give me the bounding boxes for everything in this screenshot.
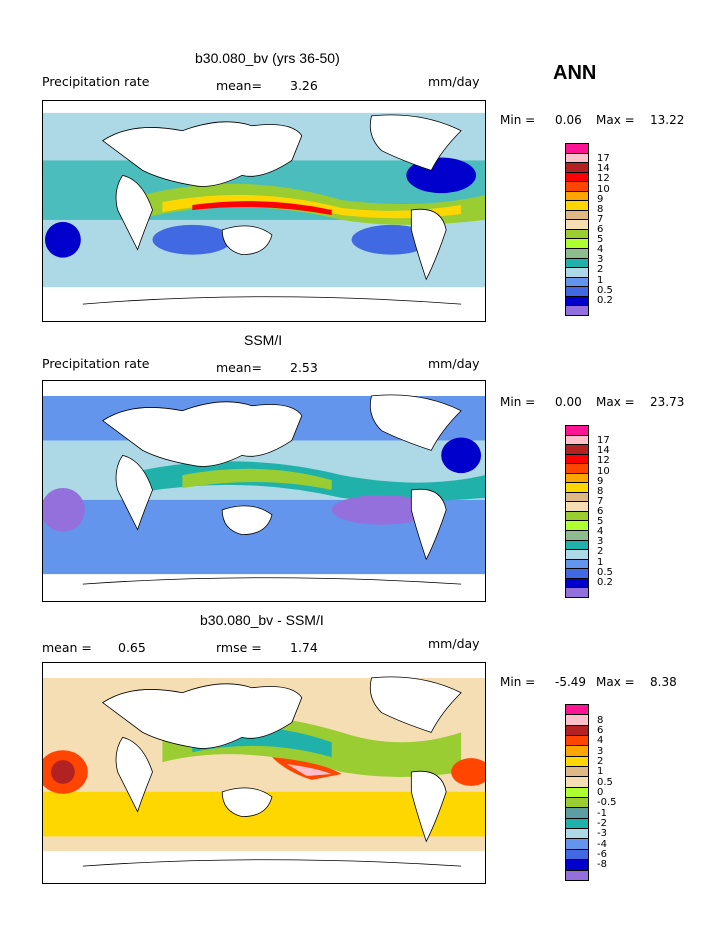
colorbar-tick-label: 2 bbox=[597, 264, 604, 276]
colorbar-tick-label: 14 bbox=[597, 163, 610, 175]
mean-value: 2.53 bbox=[290, 360, 318, 375]
map-canvas bbox=[43, 663, 485, 883]
panel-title: b30.080_bv - SSM/I bbox=[200, 612, 324, 628]
colorbar-tick-label: -2 bbox=[597, 818, 607, 830]
colorbar-tick-label: 4 bbox=[597, 244, 604, 256]
colorbar-tick-label: -1 bbox=[597, 807, 607, 819]
map-canvas bbox=[43, 381, 485, 601]
min-value: -5.49 bbox=[555, 675, 587, 689]
colorbar-tick-label: 7 bbox=[597, 213, 604, 225]
colorbar-tick-label: 2 bbox=[597, 755, 604, 767]
precip-map-obs bbox=[42, 380, 486, 602]
colorbar-swatch bbox=[565, 305, 589, 316]
colorbar-tick-label: 0.5 bbox=[597, 776, 613, 788]
precip-diff-map bbox=[42, 662, 486, 884]
colorbar-swatch bbox=[565, 869, 589, 881]
mean-value: 3.26 bbox=[290, 78, 318, 93]
precip-map-model bbox=[42, 100, 486, 322]
colorbar-tick-label: 10 bbox=[597, 465, 610, 477]
season-label: ANN bbox=[553, 62, 597, 84]
colorbar-diff bbox=[565, 704, 589, 881]
rmse-label: rmse = bbox=[216, 640, 262, 655]
colorbar-tick-label: 4 bbox=[597, 735, 604, 747]
colorbar-tick-label: -6 bbox=[597, 849, 607, 861]
colorbar-tick-label: 5 bbox=[597, 234, 604, 246]
colorbar-tick-label: 6 bbox=[597, 506, 604, 517]
colorbar-tick-label: 8 bbox=[597, 714, 604, 726]
rmse-value: 1.74 bbox=[290, 640, 318, 655]
colorbar-tick-label: 0.5 bbox=[597, 284, 613, 296]
colorbar-tick-label: 17 bbox=[597, 435, 610, 447]
colorbar-tick-label: 6 bbox=[597, 224, 604, 235]
min-value: 0.00 bbox=[555, 395, 582, 409]
mean-label: mean= bbox=[216, 360, 262, 375]
colorbar-swatch bbox=[565, 587, 589, 598]
colorbar-tick-label: 1 bbox=[597, 766, 604, 778]
colorbar-tick-label: 4 bbox=[597, 526, 604, 538]
mean-value: 0.65 bbox=[118, 640, 146, 655]
colorbar-tick-label: -3 bbox=[597, 828, 607, 840]
colorbar-tick-label: 1 bbox=[597, 556, 604, 568]
min-label: Min = bbox=[500, 675, 536, 689]
colorbar-tick-label: 3 bbox=[597, 254, 604, 266]
max-label: Max = bbox=[596, 395, 635, 409]
colorbar-tick-label: 8 bbox=[597, 485, 604, 497]
max-label: Max = bbox=[596, 675, 635, 689]
colorbar-tick-label: 10 bbox=[597, 183, 610, 195]
max-value: 13.22 bbox=[650, 113, 685, 127]
units-label: mm/day bbox=[428, 74, 480, 89]
panel-title: b30.080_bv (yrs 36-50) bbox=[195, 50, 340, 66]
map-canvas bbox=[43, 101, 485, 321]
colorbar-tick-label: -0.5 bbox=[597, 797, 617, 809]
colorbar-tick-label: -4 bbox=[597, 838, 607, 850]
colorbar-tick-label: 0.5 bbox=[597, 566, 613, 578]
colorbar-obs bbox=[565, 425, 589, 598]
min-label: Min = bbox=[500, 395, 536, 409]
colorbar-tick-label: 5 bbox=[597, 516, 604, 528]
variable-label: Precipitation rate bbox=[42, 74, 150, 89]
colorbar-tick-label: 3 bbox=[597, 745, 604, 757]
colorbar-model bbox=[565, 143, 589, 316]
colorbar-tick-label: 17 bbox=[597, 153, 610, 165]
colorbar-tick-label: 9 bbox=[597, 475, 604, 487]
colorbar-tick-label: 12 bbox=[597, 173, 610, 185]
colorbar-tick-label: 0.2 bbox=[597, 294, 613, 306]
colorbar-tick-label: 12 bbox=[597, 455, 610, 467]
colorbar-tick-label: 2 bbox=[597, 546, 604, 558]
units-label: mm/day bbox=[428, 636, 480, 651]
variable-label: Precipitation rate bbox=[42, 356, 150, 371]
colorbar-tick-label: 8 bbox=[597, 203, 604, 215]
max-label: Max = bbox=[596, 113, 635, 127]
colorbar-tick-label: 6 bbox=[597, 724, 604, 736]
colorbar-tick-label: 3 bbox=[597, 536, 604, 548]
colorbar-tick-label: 7 bbox=[597, 495, 604, 507]
colorbar-tick-label: 0.2 bbox=[597, 576, 613, 588]
max-value: 8.38 bbox=[650, 675, 677, 689]
colorbar-tick-label: 14 bbox=[597, 445, 610, 457]
mean-label: mean = bbox=[42, 640, 92, 655]
min-value: 0.06 bbox=[555, 113, 582, 127]
mean-label: mean= bbox=[216, 78, 262, 93]
colorbar-tick-label: 0 bbox=[597, 787, 604, 798]
min-label: Min = bbox=[500, 113, 536, 127]
colorbar-tick-label: 9 bbox=[597, 193, 604, 205]
colorbar-tick-label: -8 bbox=[597, 859, 607, 871]
colorbar-tick-label: 1 bbox=[597, 274, 604, 286]
units-label: mm/day bbox=[428, 356, 480, 371]
max-value: 23.73 bbox=[650, 395, 685, 409]
panel-title: SSM/I bbox=[244, 332, 283, 348]
